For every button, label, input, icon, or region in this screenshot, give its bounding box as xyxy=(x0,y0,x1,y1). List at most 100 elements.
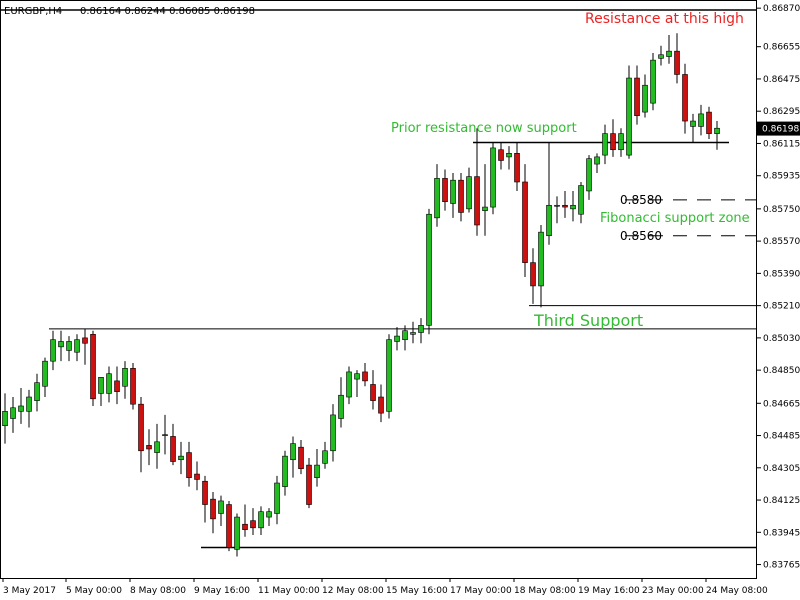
candle-body-bull xyxy=(42,360,48,387)
price-tick-label: 0.84305 xyxy=(763,464,800,474)
price-tick-label: 0.86295 xyxy=(763,107,800,117)
time-tick-label: 24 May 08:00 xyxy=(706,586,768,596)
candle-body-bull xyxy=(338,394,344,419)
price-tick-label: 0.86475 xyxy=(763,75,800,85)
candle-body-bull xyxy=(714,127,720,134)
price-tick-label: 0.84665 xyxy=(763,399,800,409)
candle-body-bull xyxy=(650,59,656,104)
time-tick-label: 8 May 08:00 xyxy=(130,586,186,596)
candle-body-bear xyxy=(522,181,528,263)
candle-body-bull xyxy=(506,153,512,158)
candles xyxy=(2,33,720,557)
fib-upper-level-label: 0.8580 xyxy=(620,193,662,207)
time-tick-label: 15 May 16:00 xyxy=(386,586,448,596)
candle-body-bull xyxy=(642,84,648,113)
price-tick-label: 0.83765 xyxy=(763,561,800,571)
candle-body-bull xyxy=(50,339,56,362)
candle-body-bear xyxy=(146,445,152,450)
candle-body-bear xyxy=(370,384,376,401)
third-support-annotation: Third Support xyxy=(533,311,643,330)
price-tick-label: 0.84485 xyxy=(763,432,800,442)
candle-body-bull xyxy=(162,434,168,436)
candle-body-bull xyxy=(698,113,704,127)
candle-body-bull xyxy=(282,455,288,487)
candle-body-bear xyxy=(298,446,304,469)
candle-body-bull xyxy=(586,158,592,192)
price-tick-label: 0.86115 xyxy=(763,139,800,149)
candle-body-bull xyxy=(26,396,32,412)
annotations: Resistance at this high Prior resistance… xyxy=(391,11,750,330)
candle-body-bear xyxy=(562,204,568,208)
support-resistance-lines xyxy=(1,9,757,549)
candle-body-bear xyxy=(706,111,712,134)
price-tick-label: 0.84850 xyxy=(763,366,800,376)
candle-body-bull xyxy=(618,133,624,151)
candle-body-bear xyxy=(634,77,640,116)
candle-body-bull xyxy=(274,482,280,514)
price-tick-label: 0.86655 xyxy=(763,43,800,53)
candle-body-bull xyxy=(538,231,544,287)
candle-body-bear xyxy=(362,371,368,382)
candle-body-bull xyxy=(482,206,488,211)
price-axis: 0.86870 0.86655 0.86475 0.86295 0.86115 0.859… xyxy=(757,4,800,571)
price-tick-label: 0.83945 xyxy=(763,528,800,538)
candle-body-bear xyxy=(474,176,480,226)
candle-body-bull xyxy=(626,77,632,156)
candle-body-bear xyxy=(530,262,536,287)
candle-body-bull xyxy=(690,120,696,127)
time-tick-label: 18 May 08:00 xyxy=(514,586,576,596)
time-tick-label: 12 May 08:00 xyxy=(322,586,384,596)
candle-body-bear xyxy=(186,452,192,478)
price-tick-label: 0.85030 xyxy=(763,334,800,344)
price-tick-label: 0.84125 xyxy=(763,496,800,506)
candle-body-bull xyxy=(578,185,584,215)
candle-body-bull xyxy=(122,368,128,387)
candle-body-bull xyxy=(258,511,264,529)
candle-body-bear xyxy=(82,337,88,344)
fibonacci-annotation: Fibonacci support zone xyxy=(600,211,750,226)
candle-body-bear xyxy=(242,523,248,530)
time-tick-label: 19 May 16:00 xyxy=(578,586,640,596)
candle-body-bull xyxy=(18,405,24,412)
candle-body-bear xyxy=(682,74,688,122)
candle-body-bull xyxy=(426,213,432,326)
candle-body-bull xyxy=(330,414,336,452)
price-tick-label: 0.86870 xyxy=(763,4,800,14)
candle-body-bear xyxy=(170,436,176,462)
price-tick-label: 0.85935 xyxy=(763,172,800,182)
current-price-value: 0.86198 xyxy=(762,125,799,135)
candle-body-bull xyxy=(106,373,112,394)
candle-body-bear xyxy=(250,520,256,529)
candle-body-bull xyxy=(98,377,104,394)
candle-body-bear xyxy=(514,153,520,183)
candle-body-bear xyxy=(90,333,96,400)
candle-body-bull xyxy=(410,332,416,335)
candle-body-bull xyxy=(266,511,272,518)
price-tick-label: 0.85390 xyxy=(763,269,800,279)
resistance-annotation: Resistance at this high xyxy=(585,11,744,27)
candle-body-bull xyxy=(354,373,360,380)
candle-body-bull xyxy=(418,325,424,333)
time-tick-label: 3 May 2017 xyxy=(3,586,56,596)
candle-body-bull xyxy=(234,516,240,550)
candle-body-bull xyxy=(570,204,576,210)
time-tick-label: 9 May 16:00 xyxy=(194,586,250,596)
candle-body-bear xyxy=(306,464,312,505)
candle-body-bear xyxy=(674,50,680,75)
candle-body-bull xyxy=(346,371,352,398)
symbol-label: EURGBP,H4 xyxy=(4,6,62,17)
candle-body-bear xyxy=(138,403,144,452)
current-price-box xyxy=(757,121,800,136)
price-tick-label: 0.85570 xyxy=(763,237,800,247)
candle-body-bull xyxy=(290,443,296,461)
candle-body-bull xyxy=(466,176,472,210)
candle-body-bull xyxy=(2,411,8,426)
candle-body-bear xyxy=(442,178,448,202)
candle-body-bull xyxy=(402,330,408,340)
candle-body-bull xyxy=(394,335,400,342)
candle-body-bull xyxy=(218,500,224,514)
candle-body-bear xyxy=(458,179,464,213)
candle-body-bull xyxy=(658,54,664,59)
candle-body-bull xyxy=(66,341,72,351)
